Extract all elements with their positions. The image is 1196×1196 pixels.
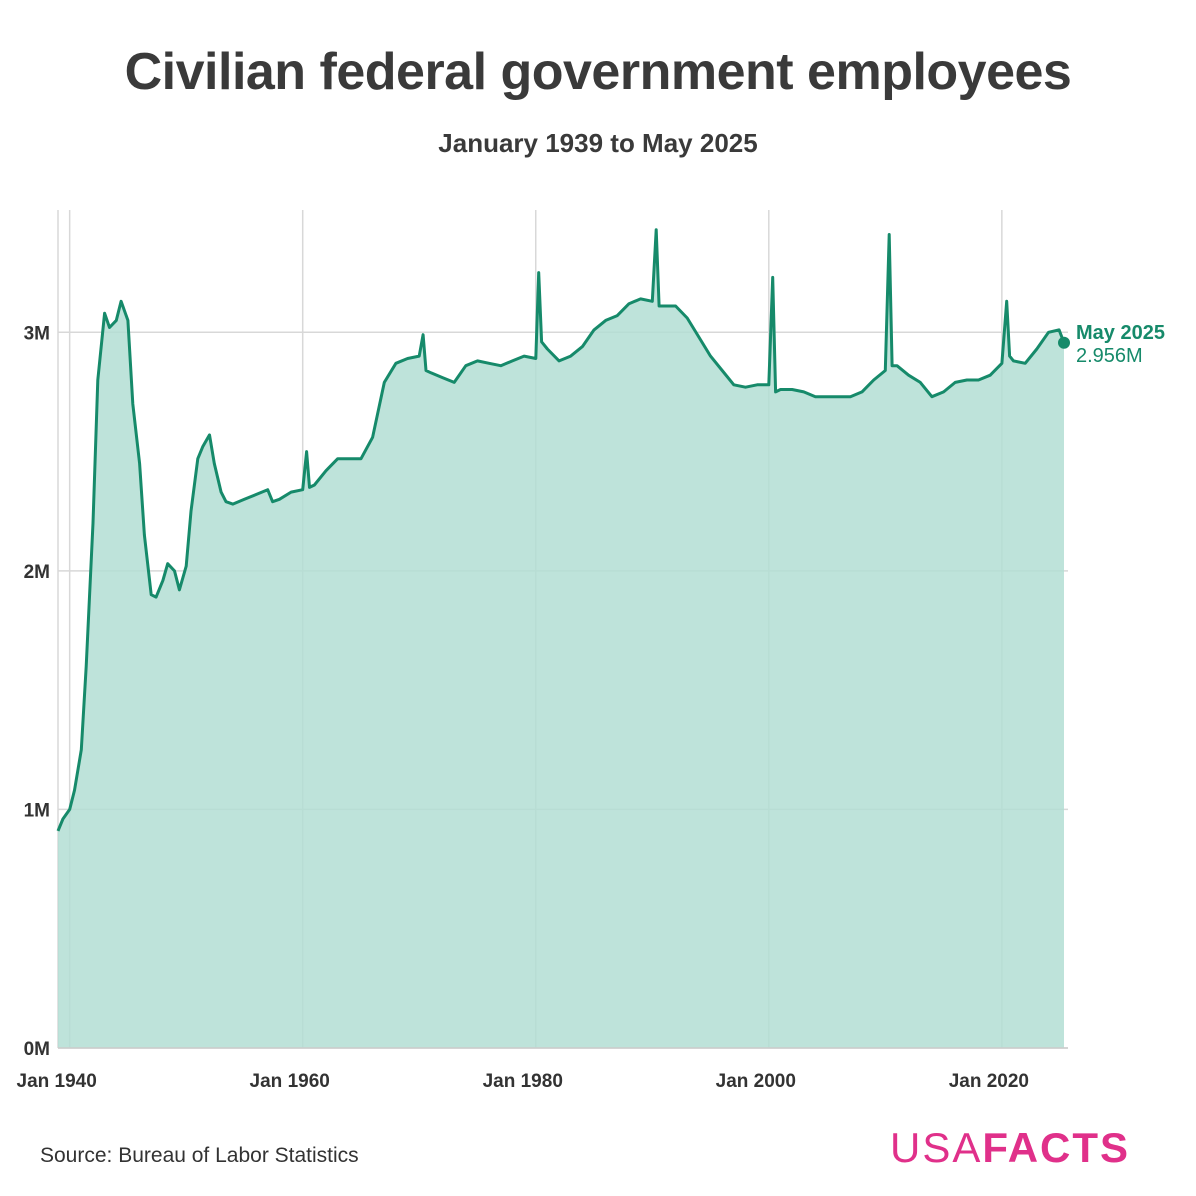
logo-usa-text: USA	[890, 1124, 983, 1171]
x-tick-label: Jan 1980	[483, 1071, 563, 1092]
logo-facts-text: FACTS	[982, 1124, 1131, 1171]
x-tick-label: Jan 1940	[17, 1071, 97, 1092]
y-tick-label: 3M	[24, 323, 50, 344]
area-fill	[58, 229, 1064, 1048]
annotation-date-label: May 2025	[1076, 322, 1165, 344]
x-tick-label: Jan 1960	[250, 1071, 330, 1092]
last-value-point	[1058, 336, 1070, 349]
chart-title: Civilian federal government employees	[124, 43, 1072, 101]
y-tick-label: 1M	[24, 800, 50, 821]
annotation-value-label: 2.956M	[1076, 345, 1143, 367]
x-tick-label: Jan 2000	[716, 1071, 796, 1092]
usafacts-logo: USAFACTS	[890, 1124, 1130, 1172]
x-tick-label: Jan 2020	[949, 1071, 1029, 1092]
y-tick-label: 0M	[24, 1039, 50, 1060]
chart-subtitle: January 1939 to May 2025	[438, 128, 758, 158]
source-note: Source: Bureau of Labor Statistics	[40, 1144, 359, 1167]
series-line	[56, 228, 1066, 832]
y-tick-label: 2M	[24, 562, 50, 583]
